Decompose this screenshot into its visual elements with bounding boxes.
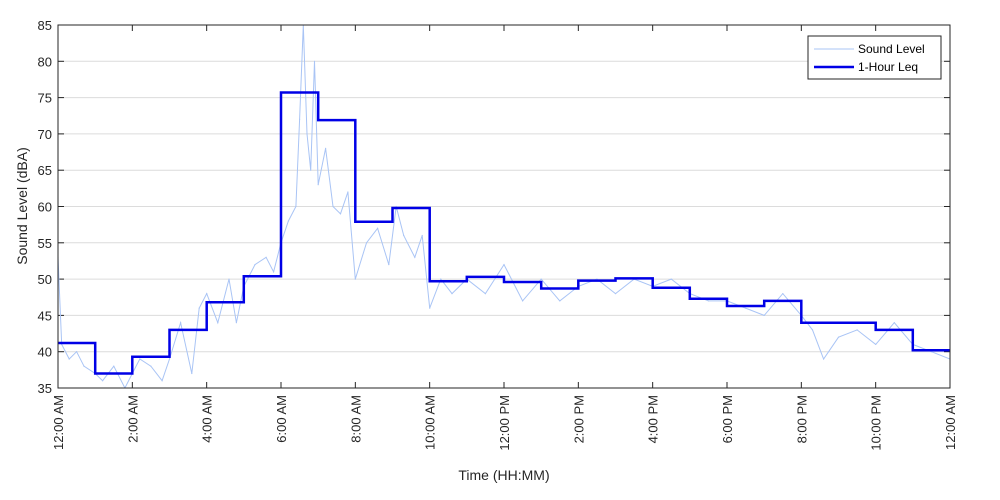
sound-level-point — [332, 205, 334, 208]
sound-level-point — [837, 336, 840, 338]
x-tick-label: 12:00 AM — [51, 395, 66, 450]
y-tick-label: 80 — [38, 54, 52, 69]
sound-level-point — [287, 220, 289, 222]
sound-level-point — [339, 213, 342, 215]
sound-level-point — [228, 278, 230, 280]
sound-level-point — [325, 147, 327, 149]
sound-level-point — [484, 293, 486, 295]
x-tick-label: 2:00 PM — [571, 395, 586, 443]
x-tick-label: 10:00 AM — [423, 395, 438, 450]
legend-label-1-hour-leq: 1-Hour Leq — [858, 60, 918, 74]
x-tick-label: 8:00 AM — [348, 395, 363, 443]
sound-level-point — [198, 307, 200, 309]
sound-level-point — [811, 329, 814, 331]
x-tick-label: 10:00 PM — [869, 395, 884, 451]
y-tick-label: 60 — [38, 200, 52, 215]
sound-level-point — [295, 205, 297, 208]
sound-level-point — [377, 227, 379, 229]
x-axis-ticks: 12:00 AM 2:00 AM 4:00 AM 6:00 AM 8:00 AM 10:0… — [51, 25, 958, 451]
sound-level-point — [254, 264, 256, 266]
sound-level-point — [856, 329, 858, 331]
sound-level-point — [670, 278, 672, 280]
sound-level-point — [265, 256, 267, 258]
x-axis-title: Time (HH:MM) — [458, 467, 549, 483]
sound-level-point — [102, 380, 104, 382]
sound-level-point — [217, 322, 219, 324]
sound-level-point — [707, 300, 710, 302]
y-tick-label: 75 — [38, 91, 52, 106]
y-axis-title: Sound Level (dBA) — [14, 147, 30, 265]
x-tick-label: 4:00 PM — [646, 395, 661, 443]
sound-level-point — [313, 60, 316, 62]
series-1-hour-leq — [58, 91, 950, 375]
y-axis-ticks: 35 40 45 50 55 60 65 70 75 80 85 — [38, 18, 950, 396]
sound-level-point — [273, 271, 275, 273]
sound-level-point — [875, 343, 877, 345]
sound-level-point — [403, 234, 405, 237]
sound-level-point — [235, 322, 237, 324]
sound-level-point — [68, 358, 70, 360]
sound-level-point — [113, 365, 115, 367]
sound-level-point — [354, 278, 356, 280]
sound-level-point — [440, 278, 442, 280]
sound-level-point — [299, 118, 301, 120]
sound-level-point — [429, 307, 431, 309]
sound-level-point — [306, 133, 308, 135]
x-tick-label: 2:00 AM — [125, 395, 140, 443]
y-tick-label: 40 — [38, 345, 52, 360]
sound-level-point — [763, 314, 765, 316]
sound-level-point — [421, 234, 423, 237]
sound-level-point — [388, 264, 390, 266]
sound-level-point — [540, 278, 542, 280]
legend-label-sound-level: Sound Level — [858, 42, 925, 56]
sound-level-point — [503, 264, 505, 266]
sound-level-point — [139, 358, 141, 360]
y-tick-label: 65 — [38, 163, 52, 178]
sound-level-point — [206, 293, 208, 295]
sound-level-point — [317, 184, 319, 186]
sound-level-point — [310, 169, 312, 171]
series-layer — [58, 25, 950, 388]
y-tick-label: 70 — [38, 127, 52, 142]
sound-level-point — [168, 358, 171, 360]
sound-level-point — [893, 322, 895, 324]
sound-level-point — [823, 358, 825, 360]
x-tick-label: 12:00 AM — [943, 395, 958, 450]
sound-level-point — [191, 372, 193, 375]
x-tick-label: 6:00 PM — [720, 395, 735, 443]
x-tick-label: 6:00 AM — [274, 395, 289, 443]
y-tick-label: 45 — [38, 308, 52, 323]
sound-level-point — [347, 191, 349, 193]
sound-level-point — [83, 365, 85, 367]
sound-level-point — [451, 293, 453, 295]
x-tick-label: 8:00 PM — [794, 395, 809, 443]
y-tick-label: 55 — [38, 236, 52, 251]
sound-level-point — [614, 293, 617, 295]
plot-frame — [57, 24, 951, 389]
legend: Sound Level 1-Hour Leq — [807, 35, 942, 80]
sound-level-point — [365, 242, 368, 244]
sound-level-point — [76, 351, 78, 353]
sound-level-point — [559, 300, 561, 302]
x-tick-label: 4:00 AM — [200, 395, 215, 443]
y-tick-label: 85 — [38, 18, 52, 33]
x-tick-label: 12:00 PM — [497, 395, 512, 451]
sound-level-point — [150, 365, 152, 367]
y-tick-label: 35 — [38, 381, 52, 396]
sound-level-point — [180, 322, 182, 324]
legend-box — [807, 35, 942, 80]
sound-level-point — [161, 380, 163, 382]
sound-level-point — [782, 293, 784, 295]
sound-level-point — [414, 256, 416, 258]
sound-level-point — [745, 307, 747, 309]
sound-level-point — [522, 300, 524, 302]
y-tick-label: 50 — [38, 272, 52, 287]
